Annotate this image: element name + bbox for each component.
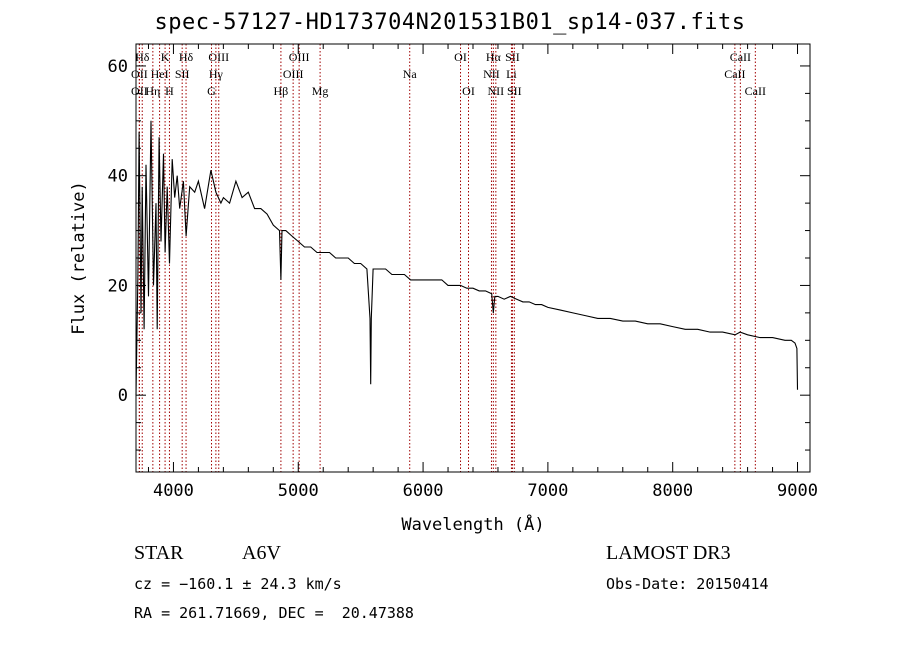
survey-name: LAMOST DR3 [606, 542, 731, 564]
spectral-line-label-17: CaII [724, 67, 745, 81]
spectral-line-label-8: CaII [730, 50, 751, 64]
spectral-line-label-10: HeI [151, 67, 169, 81]
spectral-line-label-26: SII [507, 84, 522, 98]
spectral-line-label-3: OIII [208, 50, 229, 64]
spectral-line-label-19: Hη [145, 84, 160, 98]
y-axis-label: Flux (relative) [69, 181, 89, 335]
y-tick-label: 60 [108, 57, 128, 77]
y-tick-label: 40 [108, 167, 128, 187]
spectral-line-label-2: Hδ [179, 50, 194, 64]
spectral-line-label-0: Hδ [135, 50, 150, 64]
redshift-cz: cz = −160.1 ± 24.3 km/s [134, 575, 342, 593]
spectral-line-label-4: OIII [289, 50, 310, 64]
y-tick-label: 0 [118, 386, 128, 406]
x-tick-label: 6000 [403, 481, 444, 501]
spectral-line-label-24: OI [462, 84, 475, 98]
object-subclass: A6V [242, 542, 281, 564]
spectral-line-label-9: OII [131, 67, 148, 81]
spectral-line-label-1: K [161, 50, 170, 64]
spectral-line-label-11: SII [175, 67, 190, 81]
y-tick-label: 20 [108, 276, 128, 296]
spectral-line-label-21: G [207, 84, 216, 98]
spectral-line-label-13: OIII [283, 67, 304, 81]
x-tick-label: 5000 [278, 481, 319, 501]
axis-ticks [136, 44, 810, 472]
x-tick-label: 7000 [527, 481, 568, 501]
spectral-line-label-20: H [165, 84, 174, 98]
spectral-line-label-23: Mg [312, 84, 329, 98]
spectral-line-label-5: OI [454, 50, 467, 64]
x-tick-label: 8000 [652, 481, 693, 501]
x-axis-label: Wavelength (Å) [401, 513, 544, 535]
spectral-line-label-6: Hα [486, 50, 502, 64]
coordinates: RA = 261.71669, DEC = 20.47388 [134, 604, 414, 622]
x-tick-label: 9000 [777, 481, 818, 501]
spectral-line-label-18: OII [131, 84, 148, 98]
plot-frame [135, 43, 811, 473]
spectral-line-label-14: Na [403, 67, 418, 81]
spectral-line-label-7: SII [505, 50, 520, 64]
chart-title: spec-57127-HD173704N201531B01_sp14-037.f… [154, 10, 746, 35]
object-type: STAR [134, 542, 184, 564]
observation-date: Obs-Date: 20150414 [606, 575, 769, 593]
x-tick-label: 4000 [153, 481, 194, 501]
spectral-line-label-22: Hβ [274, 84, 289, 98]
spectral-line-label-25: NII [488, 84, 505, 98]
spectral-line-label-27: CaII [745, 84, 766, 98]
spectral-line-label-15: NII [483, 67, 500, 81]
spectral-line-label-16: Li [506, 67, 517, 81]
tick-labels: 4000 5000 6000 7000 8000 9000 0 20 40 60 [108, 57, 818, 501]
spectrum-series-line [135, 120, 799, 396]
spectral-line-label-12: Hγ [209, 67, 224, 81]
